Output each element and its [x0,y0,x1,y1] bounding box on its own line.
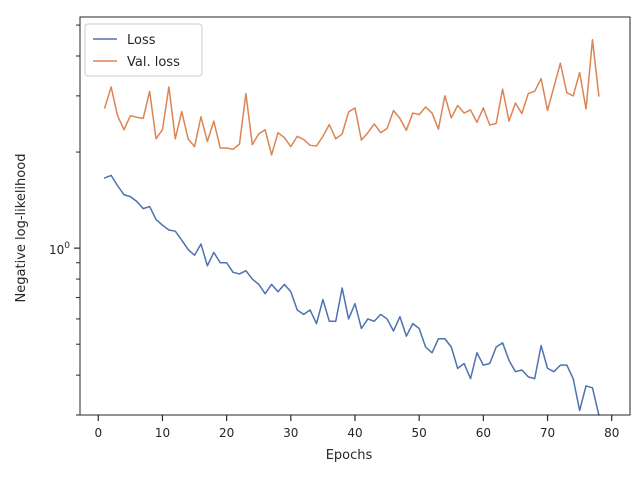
x-tick-label: 80 [604,426,619,440]
x-tick-label: 0 [94,426,102,440]
legend-label-val-loss: Val. loss [127,55,180,70]
x-tick-label: 20 [219,426,234,440]
y-tick-label: 100 [49,241,70,257]
x-axis-label: Epochs [326,448,373,463]
legend: Loss Val. loss [84,23,203,77]
y-axis-label: Negative log-likelihood [14,154,29,303]
x-tick-label: 40 [347,426,362,440]
series-line-loss [103,174,600,416]
legend-label-loss: Loss [127,33,156,48]
legend-box [84,23,203,77]
series-layer [103,38,600,416]
x-tick-label: 10 [155,426,170,440]
x-tick-label: 50 [412,426,427,440]
series-line-val-loss [103,38,600,156]
x-tick-label: 60 [476,426,491,440]
x-tick-label: 30 [283,426,298,440]
x-tick-label: 70 [540,426,555,440]
plot-area [80,17,630,415]
y-axis-ticks: 100 [49,24,80,416]
x-axis-ticks: 0 10 20 30 40 50 60 70 80 [94,415,619,440]
plot-frame [79,16,631,416]
